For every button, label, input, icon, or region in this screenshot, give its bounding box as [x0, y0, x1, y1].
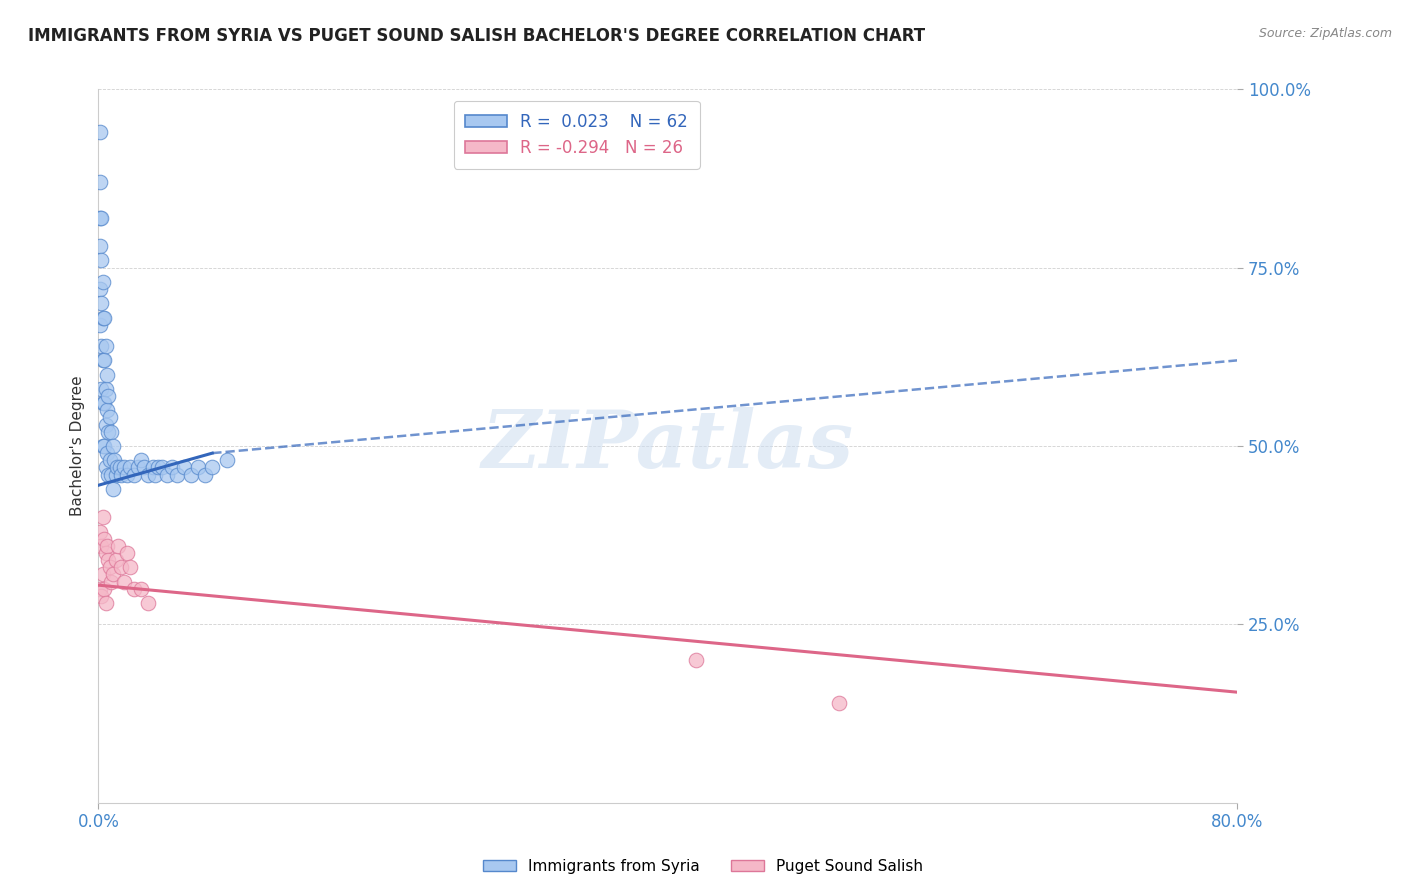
Point — [93, 396, 115, 410]
Point — [97, 389, 120, 403]
Point — [96, 368, 118, 382]
Point — [90, 539, 112, 553]
Point — [94, 460, 117, 475]
Point — [104, 467, 127, 482]
Point — [94, 546, 117, 560]
Point — [91, 275, 114, 289]
Point — [91, 310, 114, 325]
Point — [108, 460, 131, 475]
Point — [89, 239, 111, 253]
Point — [136, 596, 159, 610]
Point — [98, 453, 121, 467]
Point — [127, 460, 149, 475]
Point — [90, 339, 112, 353]
Legend: Immigrants from Syria, Puget Sound Salish: Immigrants from Syria, Puget Sound Salis… — [477, 853, 929, 880]
Point — [93, 439, 115, 453]
Point — [100, 574, 122, 589]
Point — [90, 589, 112, 603]
Point — [94, 339, 117, 353]
Point — [94, 417, 117, 432]
Point — [162, 460, 184, 475]
Point — [132, 460, 155, 475]
Point — [89, 175, 111, 189]
Point — [89, 524, 111, 539]
Point — [89, 318, 111, 332]
Point — [89, 125, 111, 139]
Text: Source: ZipAtlas.com: Source: ZipAtlas.com — [1258, 27, 1392, 40]
Point — [685, 653, 707, 667]
Point — [90, 382, 112, 396]
Point — [98, 410, 121, 425]
Point — [90, 253, 112, 268]
Point — [194, 467, 217, 482]
Point — [93, 353, 115, 368]
Point — [91, 510, 114, 524]
Point — [89, 282, 111, 296]
Point — [118, 460, 141, 475]
Text: IMMIGRANTS FROM SYRIA VS PUGET SOUND SALISH BACHELOR'S DEGREE CORRELATION CHART: IMMIGRANTS FROM SYRIA VS PUGET SOUND SAL… — [28, 27, 925, 45]
Point — [115, 546, 138, 560]
Point — [110, 467, 132, 482]
Point — [180, 467, 202, 482]
Point — [129, 453, 152, 467]
Point — [96, 539, 118, 553]
Point — [94, 596, 117, 610]
Point — [93, 310, 115, 325]
Point — [201, 460, 224, 475]
Point — [89, 211, 111, 225]
Point — [110, 560, 132, 574]
Point — [103, 453, 125, 467]
Point — [98, 560, 121, 574]
Y-axis label: Bachelor's Degree: Bachelor's Degree — [69, 376, 84, 516]
Point — [97, 467, 120, 482]
Point — [105, 460, 128, 475]
Point — [91, 567, 114, 582]
Point — [100, 425, 122, 439]
Legend: R =  0.023    N = 62, R = -0.294   N = 26: R = 0.023 N = 62, R = -0.294 N = 26 — [454, 101, 700, 169]
Point — [101, 439, 124, 453]
Point — [94, 382, 117, 396]
Point — [166, 467, 188, 482]
Point — [91, 439, 114, 453]
Point — [100, 467, 122, 482]
Point — [96, 403, 118, 417]
Point — [89, 582, 111, 596]
Point — [828, 696, 851, 710]
Point — [136, 467, 159, 482]
Point — [145, 467, 167, 482]
Point — [96, 446, 118, 460]
Point — [118, 560, 141, 574]
Point — [90, 211, 112, 225]
Point — [93, 582, 115, 596]
Point — [141, 460, 163, 475]
Point — [129, 582, 152, 596]
Point — [122, 582, 145, 596]
Point — [112, 574, 135, 589]
Point — [93, 532, 115, 546]
Point — [156, 467, 179, 482]
Point — [91, 353, 114, 368]
Point — [215, 453, 238, 467]
Text: ZIPatlas: ZIPatlas — [482, 408, 853, 484]
Point — [91, 396, 114, 410]
Point — [152, 460, 174, 475]
Point — [187, 460, 209, 475]
Point — [112, 460, 135, 475]
Point — [97, 553, 120, 567]
Point — [148, 460, 170, 475]
Point — [115, 467, 138, 482]
Point — [173, 460, 195, 475]
Point — [104, 553, 127, 567]
Point — [107, 539, 129, 553]
Point — [90, 296, 112, 310]
Point — [122, 467, 145, 482]
Point — [101, 482, 124, 496]
Point — [97, 425, 120, 439]
Point — [101, 567, 124, 582]
